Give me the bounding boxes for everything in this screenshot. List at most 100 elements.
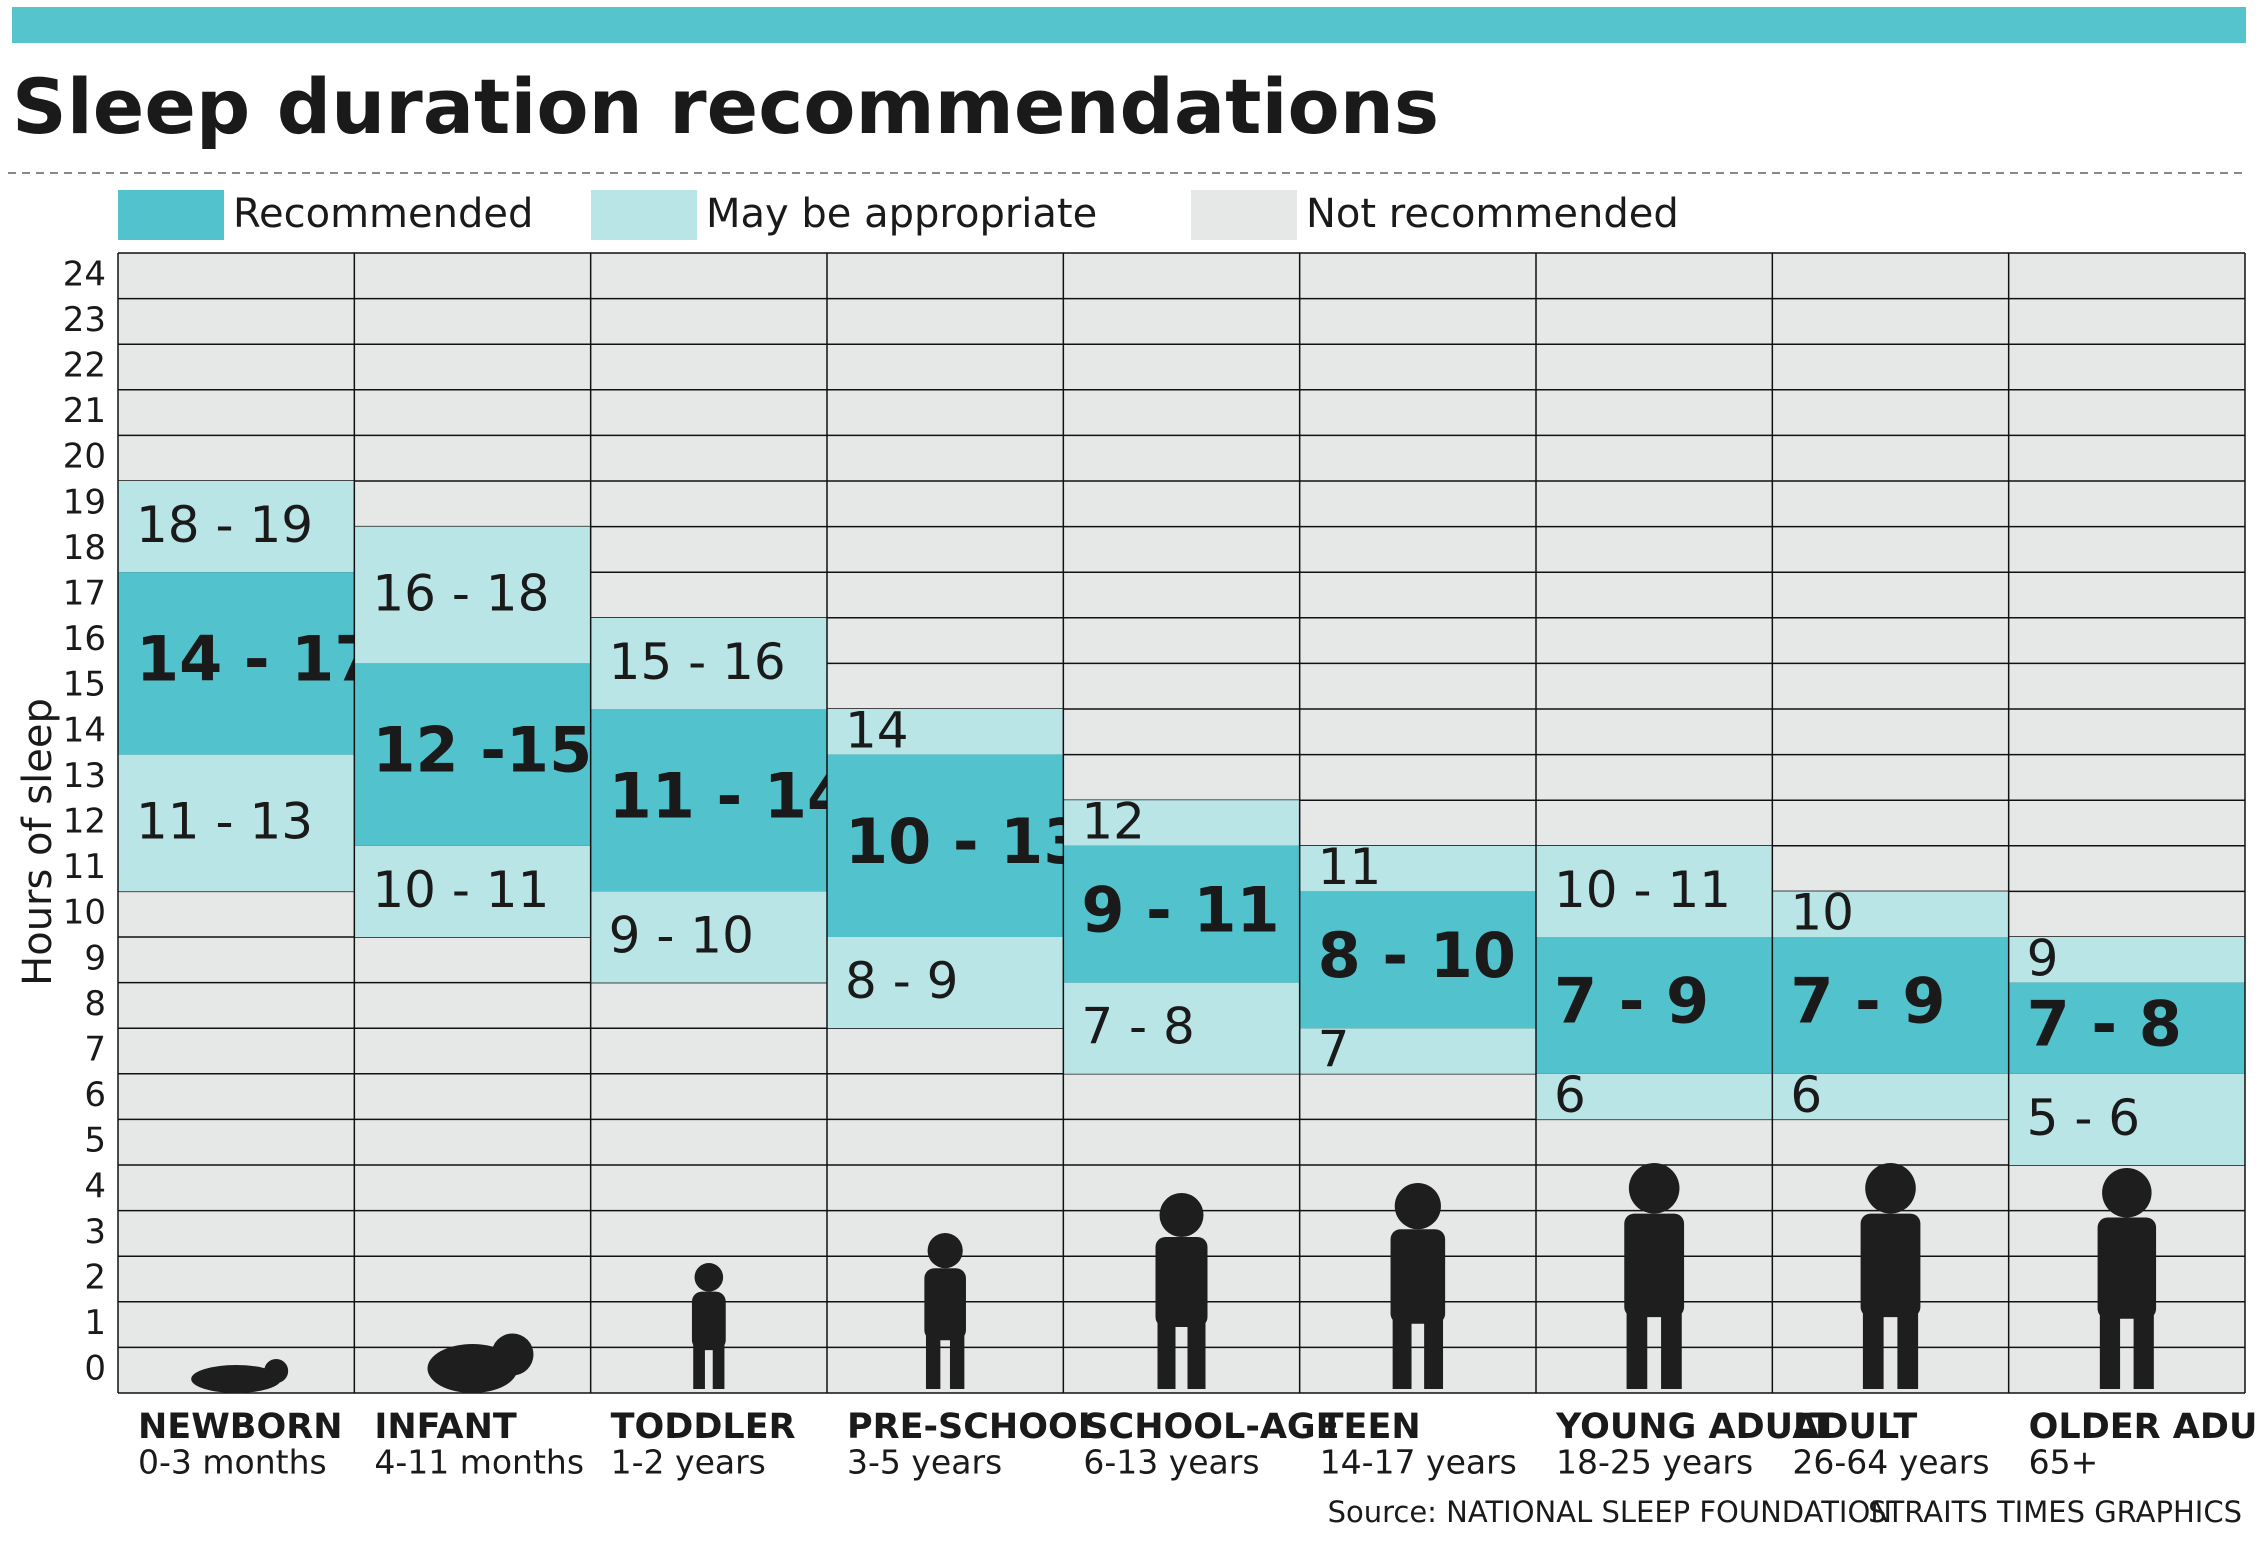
range-band — [118, 481, 355, 573]
silhouette-leg — [1424, 1294, 1444, 1389]
value-label: 10 - 13 — [845, 805, 1086, 878]
y-tick-label: 11 — [63, 847, 106, 887]
range-band — [827, 709, 1064, 755]
category-subtitle: 14-17 years — [1320, 1443, 1517, 1482]
category-label: SCHOOL-AGE — [1083, 1407, 1339, 1447]
y-tick-label: 20 — [63, 437, 106, 477]
range-band — [118, 572, 355, 755]
category-label: NEWBORN — [138, 1407, 342, 1447]
legend-label: May be appropriate — [706, 191, 1097, 237]
top-bar — [12, 7, 2246, 43]
y-tick-label: 19 — [63, 482, 106, 522]
range-band — [590, 709, 827, 892]
value-label: 10 - 11 — [1554, 861, 1731, 919]
value-label: 14 - 17 — [136, 622, 377, 695]
y-tick-label: 7 — [84, 1030, 106, 1070]
value-label: 14 — [845, 701, 909, 759]
legend-label: Not recommended — [1306, 191, 1679, 237]
silhouette-leg — [1157, 1299, 1176, 1389]
y-tick-label: 23 — [63, 300, 106, 340]
silhouette-head — [264, 1359, 289, 1383]
category-subtitle: 6-13 years — [1083, 1443, 1259, 1482]
legend-swatch — [591, 190, 697, 240]
category-subtitle: 65+ — [2029, 1443, 2099, 1482]
y-tick-label: 14 — [63, 710, 106, 750]
y-tick-label: 24 — [63, 254, 106, 294]
value-label: 16 - 18 — [372, 565, 549, 623]
value-label: 10 - 11 — [372, 861, 549, 919]
y-tick-label: 1 — [84, 1303, 106, 1343]
value-label: 9 - 10 — [609, 907, 754, 965]
silhouette-leg — [1626, 1285, 1648, 1389]
range-band — [827, 754, 1064, 937]
y-tick-label: 5 — [84, 1121, 106, 1161]
silhouette-head — [1865, 1163, 1916, 1214]
value-label: 7 - 8 — [2027, 987, 2182, 1060]
silhouette-head — [1394, 1183, 1441, 1230]
silhouette — [191, 1359, 289, 1393]
silhouette — [1624, 1163, 1685, 1389]
range-band — [1299, 845, 1536, 892]
silhouette-head — [1628, 1163, 1680, 1214]
silhouette — [1155, 1193, 1208, 1389]
range-band — [1772, 891, 2009, 937]
silhouette-head — [927, 1233, 963, 1269]
y-tick-label: 6 — [84, 1075, 106, 1115]
category-subtitle: 4-11 months — [374, 1443, 584, 1482]
value-label: 9 — [2027, 929, 2059, 987]
y-tick-label: 0 — [84, 1349, 106, 1389]
value-label: 8 - 10 — [1318, 919, 1516, 992]
range-band — [1772, 937, 2009, 1074]
category-subtitle: 26-64 years — [1792, 1443, 1989, 1482]
range-band — [1063, 800, 1300, 846]
range-band — [1063, 845, 1300, 983]
silhouette — [1390, 1183, 1446, 1389]
y-tick-label: 4 — [84, 1166, 106, 1206]
silhouette — [924, 1233, 966, 1389]
y-tick-label: 16 — [63, 619, 106, 659]
legend-label: Recommended — [233, 191, 533, 237]
silhouette-head — [694, 1263, 724, 1292]
category-label: YOUNG ADULT — [1555, 1407, 1834, 1447]
range-band — [354, 663, 591, 846]
y-tick-label: 8 — [84, 984, 106, 1024]
y-tick-label: 13 — [63, 756, 106, 796]
value-label: 11 - 13 — [136, 793, 313, 851]
value-label: 7 - 9 — [1790, 964, 1945, 1037]
value-label: 5 - 6 — [2027, 1089, 2140, 1147]
range-band — [1536, 845, 1773, 937]
silhouette-head — [1159, 1193, 1204, 1237]
credit: STRAITS TIMES GRAPHICS — [1868, 1495, 2242, 1529]
category-subtitle: 1-2 years — [611, 1443, 766, 1482]
silhouette-leg — [1897, 1285, 1919, 1389]
range-band — [2008, 937, 2245, 983]
value-label: 18 - 19 — [136, 496, 313, 554]
silhouette — [2097, 1168, 2157, 1389]
value-label: 6 — [1790, 1066, 1822, 1124]
silhouette-leg — [693, 1330, 705, 1389]
category-subtitle: 3-5 years — [847, 1443, 1002, 1482]
value-label: 15 - 16 — [609, 633, 786, 691]
silhouette-leg — [1862, 1285, 1884, 1389]
y-tick-label: 9 — [84, 938, 106, 978]
category-label: INFANT — [374, 1407, 517, 1447]
category-subtitle: 18-25 years — [1556, 1443, 1753, 1482]
y-tick-label: 10 — [63, 893, 106, 933]
silhouette-body — [191, 1365, 282, 1393]
category-label: ADULT — [1792, 1407, 1917, 1447]
category-label: PRE-SCHOOL — [847, 1407, 1100, 1447]
range-band — [2008, 1073, 2245, 1165]
value-label: 7 — [1318, 1021, 1350, 1079]
silhouette-leg — [949, 1317, 965, 1389]
value-label: 7 - 8 — [1081, 998, 1194, 1056]
silhouette-head — [491, 1333, 534, 1376]
y-tick-label: 2 — [84, 1258, 106, 1298]
range-band — [2008, 982, 2245, 1074]
y-axis-label: Hours of sleep — [15, 698, 61, 986]
y-tick-label: 18 — [63, 528, 106, 568]
y-tick-label: 12 — [63, 802, 106, 842]
value-label: 11 — [1318, 838, 1382, 896]
category-subtitle: 0-3 months — [138, 1443, 327, 1482]
